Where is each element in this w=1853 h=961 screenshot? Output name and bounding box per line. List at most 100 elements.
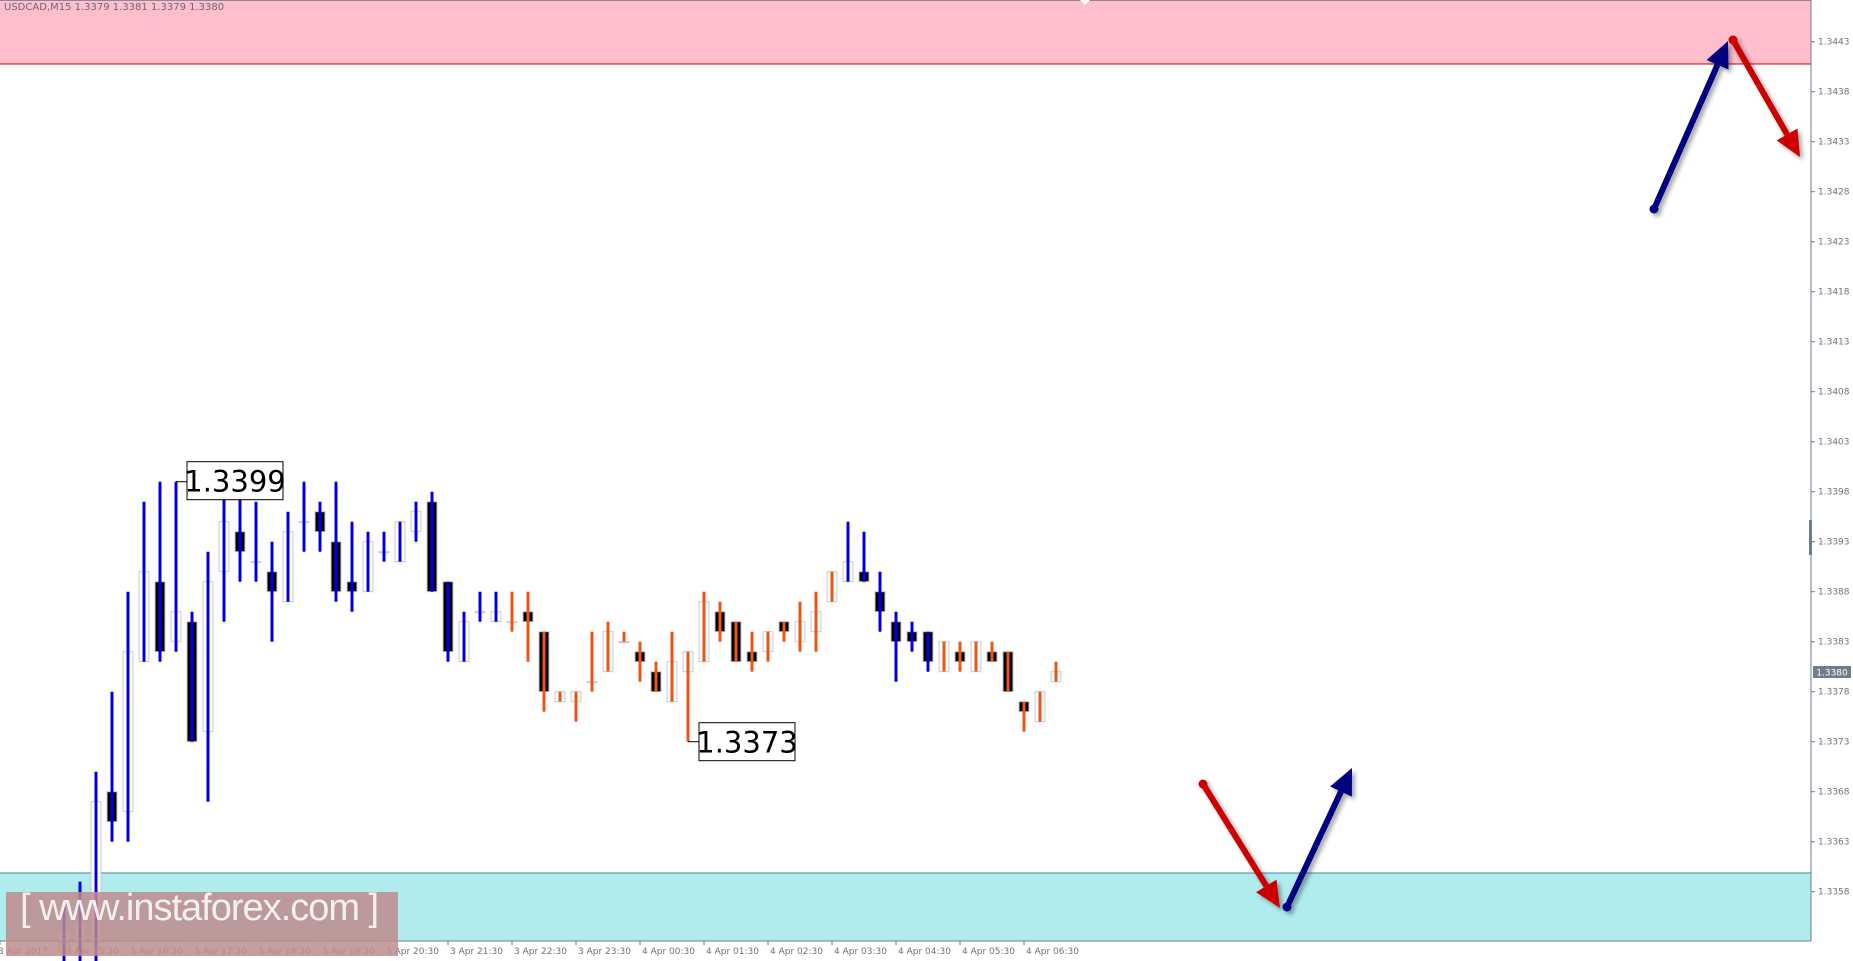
candle — [842, 521, 854, 583]
time-tick-label: 4 Apr 01:30 — [706, 947, 759, 957]
candle — [202, 551, 214, 802]
price-tick-label: 1.3383 — [1818, 638, 1850, 648]
candle — [234, 491, 246, 582]
arrow-start-dot — [1728, 35, 1738, 45]
candle — [666, 631, 678, 703]
candle — [554, 691, 566, 703]
candle — [698, 591, 710, 663]
candles — [58, 481, 1062, 961]
watermark-logo: [ www.instaforex.com ] — [6, 888, 398, 956]
candle — [330, 481, 342, 602]
annotations: 1.3399 1.3373 — [176, 461, 798, 762]
arrow-shaft — [1651, 63, 1721, 211]
time-tick-label: 4 Apr 05:30 — [962, 947, 1015, 957]
forecast-arrow-up — [1649, 41, 1729, 214]
candle — [602, 621, 614, 673]
price-tick-label: 1.3363 — [1818, 838, 1850, 848]
candle — [954, 641, 966, 672]
candle — [794, 601, 806, 652]
candle — [618, 631, 630, 644]
candle — [938, 641, 950, 673]
candle — [154, 481, 166, 662]
candle — [874, 571, 886, 632]
candle — [266, 541, 278, 642]
arrow-start-dot — [1282, 902, 1292, 912]
candle — [218, 491, 230, 622]
candle-body-bull — [618, 641, 630, 644]
forecast-arrow-down — [1198, 779, 1280, 908]
current-price-value: 1.3380 — [1816, 669, 1848, 679]
candle — [826, 571, 838, 603]
candle — [906, 621, 918, 652]
time-tick-label: 4 Apr 04:30 — [898, 947, 951, 957]
price-tick-label: 1.3423 — [1818, 238, 1850, 248]
watermark-text: [ www.instaforex.com ] — [20, 887, 379, 929]
forecast-arrows — [1198, 35, 1800, 912]
candle — [570, 691, 582, 722]
candle — [490, 591, 502, 623]
candle — [986, 641, 998, 663]
price-tick-label: 1.3443 — [1818, 38, 1850, 48]
candle — [634, 641, 646, 682]
annotation-box — [698, 722, 796, 762]
candle — [1034, 691, 1046, 723]
candle — [138, 501, 150, 663]
current-price-background — [1813, 666, 1851, 678]
price-tick-label: 1.3378 — [1818, 688, 1850, 698]
candle — [426, 491, 438, 593]
arrow-start-dot — [1649, 204, 1659, 214]
candle — [474, 591, 486, 622]
arrow-shaft — [1284, 790, 1344, 909]
candle — [586, 631, 598, 692]
shift-marker-icon[interactable] — [1080, 0, 1090, 5]
candle — [362, 531, 374, 593]
arrow-start-dot — [1198, 779, 1208, 789]
candle — [682, 651, 694, 742]
candle — [346, 521, 358, 612]
time-tick-label: 4 Apr 00:30 — [642, 947, 695, 957]
time-tick-label: 4 Apr 02:30 — [770, 947, 823, 957]
candle — [442, 581, 454, 662]
arrow-shaft — [1730, 38, 1790, 136]
price-tick-label: 1.3408 — [1818, 388, 1850, 398]
candle — [714, 601, 726, 642]
arrowhead-icon — [1256, 879, 1280, 908]
candle — [250, 501, 262, 582]
annotation-box — [186, 461, 284, 501]
price-tick-label: 1.3398 — [1818, 488, 1850, 498]
price-tick-label: 1.3393 — [1818, 538, 1850, 548]
candle — [746, 631, 758, 672]
price-axis: 1.3443 1.3438 1.3433 1.3428 1.3423 1.3418 1.34… — [1811, 38, 1850, 898]
candle — [762, 631, 774, 662]
candle — [394, 521, 406, 563]
resistance-zone — [0, 0, 1811, 64]
candle — [858, 531, 870, 583]
candle — [458, 611, 470, 663]
candle — [890, 611, 902, 682]
candle — [650, 661, 662, 693]
candle — [922, 631, 934, 672]
forecast-arrow-up — [1282, 768, 1352, 912]
candle — [298, 481, 310, 552]
arrowhead-icon — [1776, 128, 1800, 157]
price-tick-label: 1.3433 — [1818, 138, 1850, 148]
price-tick-label: 1.3418 — [1818, 288, 1850, 298]
candle — [122, 591, 134, 842]
current-price-label: 1.3380 — [1813, 666, 1851, 679]
candle — [282, 511, 294, 603]
price-tick-label: 1.3403 — [1818, 438, 1850, 448]
candle — [522, 591, 534, 662]
candle — [314, 501, 326, 552]
scroll-handle[interactable] — [1809, 520, 1812, 555]
price-tick-label: 1.3368 — [1818, 788, 1850, 798]
chart-background — [0, 0, 1811, 941]
candle — [506, 591, 518, 632]
time-tick-label: 3 Apr 21:30 — [450, 947, 503, 957]
price-tick-label: 1.3373 — [1818, 738, 1850, 748]
candle — [1002, 651, 1014, 693]
candle — [730, 621, 742, 663]
candle — [810, 591, 822, 652]
annotation-label: 1.3399 — [184, 465, 285, 499]
arrowhead-icon — [1330, 768, 1352, 797]
